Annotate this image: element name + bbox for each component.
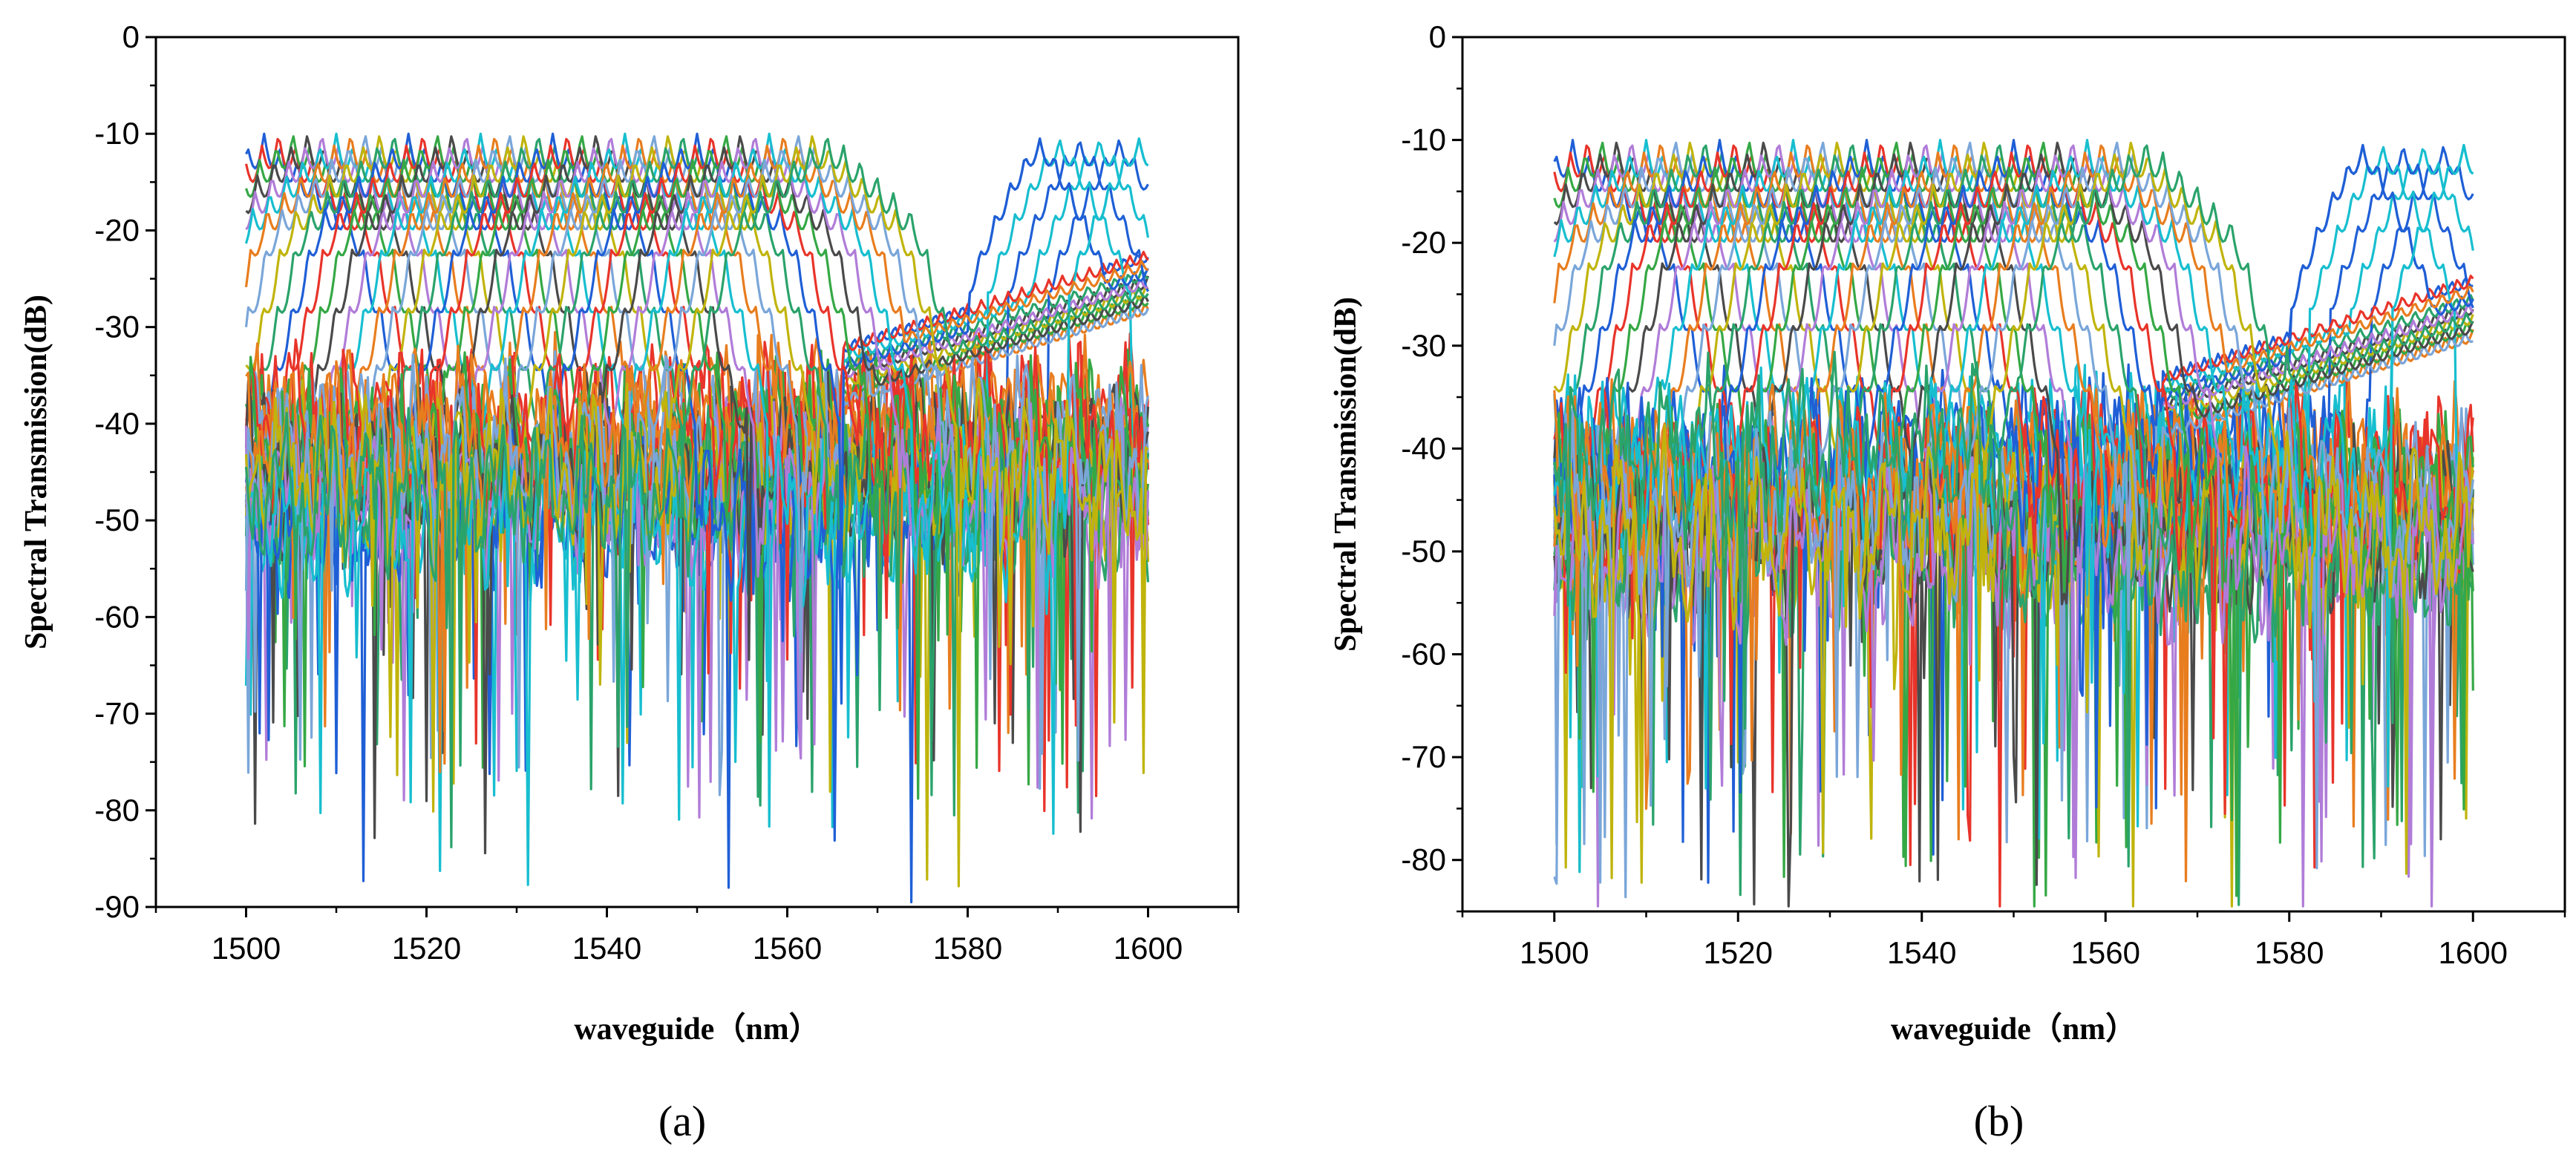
x-axis-label: waveguide（nm） bbox=[574, 1012, 820, 1047]
y-axis-label: Spectral Transmission(dB) bbox=[19, 295, 53, 649]
y-tick-label: -10 bbox=[94, 116, 140, 151]
panel-label: (a) bbox=[658, 1097, 706, 1145]
series-line-39 bbox=[1553, 141, 2474, 884]
y-tick-label: -70 bbox=[1401, 739, 1446, 774]
series-line-35 bbox=[244, 137, 1150, 802]
x-tick-label: 1500 bbox=[1520, 935, 1589, 970]
y-tick-label: -30 bbox=[94, 309, 140, 344]
series-line-40 bbox=[1553, 144, 2474, 730]
series-line-16 bbox=[244, 132, 1150, 821]
y-tick-label: -60 bbox=[1401, 637, 1446, 672]
x-tick-label: 1580 bbox=[933, 931, 1002, 966]
y-tick-label: -40 bbox=[1401, 430, 1446, 465]
x-tick-label: 1540 bbox=[1887, 935, 1956, 970]
y-tick-label: -40 bbox=[94, 406, 140, 441]
y-tick-label: -80 bbox=[1401, 842, 1446, 877]
series-group bbox=[244, 132, 1150, 904]
y-tick-label: -10 bbox=[1401, 122, 1446, 157]
y-tick-label: -20 bbox=[1401, 225, 1446, 260]
series-line-21 bbox=[1553, 139, 2474, 884]
panel-label: (b) bbox=[1974, 1097, 2024, 1145]
x-axis-label: waveguide（nm） bbox=[1891, 1012, 2137, 1047]
x-tick-label: 1520 bbox=[1704, 935, 1773, 970]
x-tick-label: 1600 bbox=[2439, 935, 2508, 970]
x-tick-label: 1540 bbox=[572, 931, 641, 966]
y-tick-label: 0 bbox=[1429, 19, 1446, 54]
y-tick-label: -50 bbox=[94, 502, 140, 537]
chart-panel-a: 0 -10 -20 -30 -40 -50 -60 -70 -80 -90 1500 1520 1540… bbox=[19, 19, 1240, 1145]
x-tick-label: 1580 bbox=[2255, 935, 2324, 970]
y-tick-label: -90 bbox=[94, 889, 140, 924]
y-tick-label: -50 bbox=[1401, 534, 1446, 569]
y-tick-label: -20 bbox=[94, 212, 140, 247]
x-tick-label: 1500 bbox=[212, 931, 281, 966]
series-line-40 bbox=[244, 137, 1149, 848]
y-axis-label: Spectral Transmission(dB) bbox=[1329, 297, 1363, 652]
y-tick-label: -80 bbox=[94, 793, 140, 828]
y-tick-label: -30 bbox=[1401, 328, 1446, 363]
x-tick-label: 1520 bbox=[392, 931, 461, 966]
y-tick-label: 0 bbox=[122, 19, 140, 54]
x-tick-label: 1600 bbox=[1114, 931, 1183, 966]
series-group bbox=[1553, 139, 2474, 908]
y-tick-label: -70 bbox=[94, 696, 140, 731]
y-tick-label: -60 bbox=[94, 599, 140, 634]
x-tick-label: 1560 bbox=[753, 931, 822, 966]
series-line-32 bbox=[244, 137, 1150, 745]
chart-panel-b: 0 -10 -20 -30 -40 -50 -60 -70 -80 1500 1520 1540 156… bbox=[1329, 19, 2566, 1145]
series-line-38 bbox=[1553, 141, 2474, 885]
x-tick-label: 1560 bbox=[2071, 935, 2140, 970]
